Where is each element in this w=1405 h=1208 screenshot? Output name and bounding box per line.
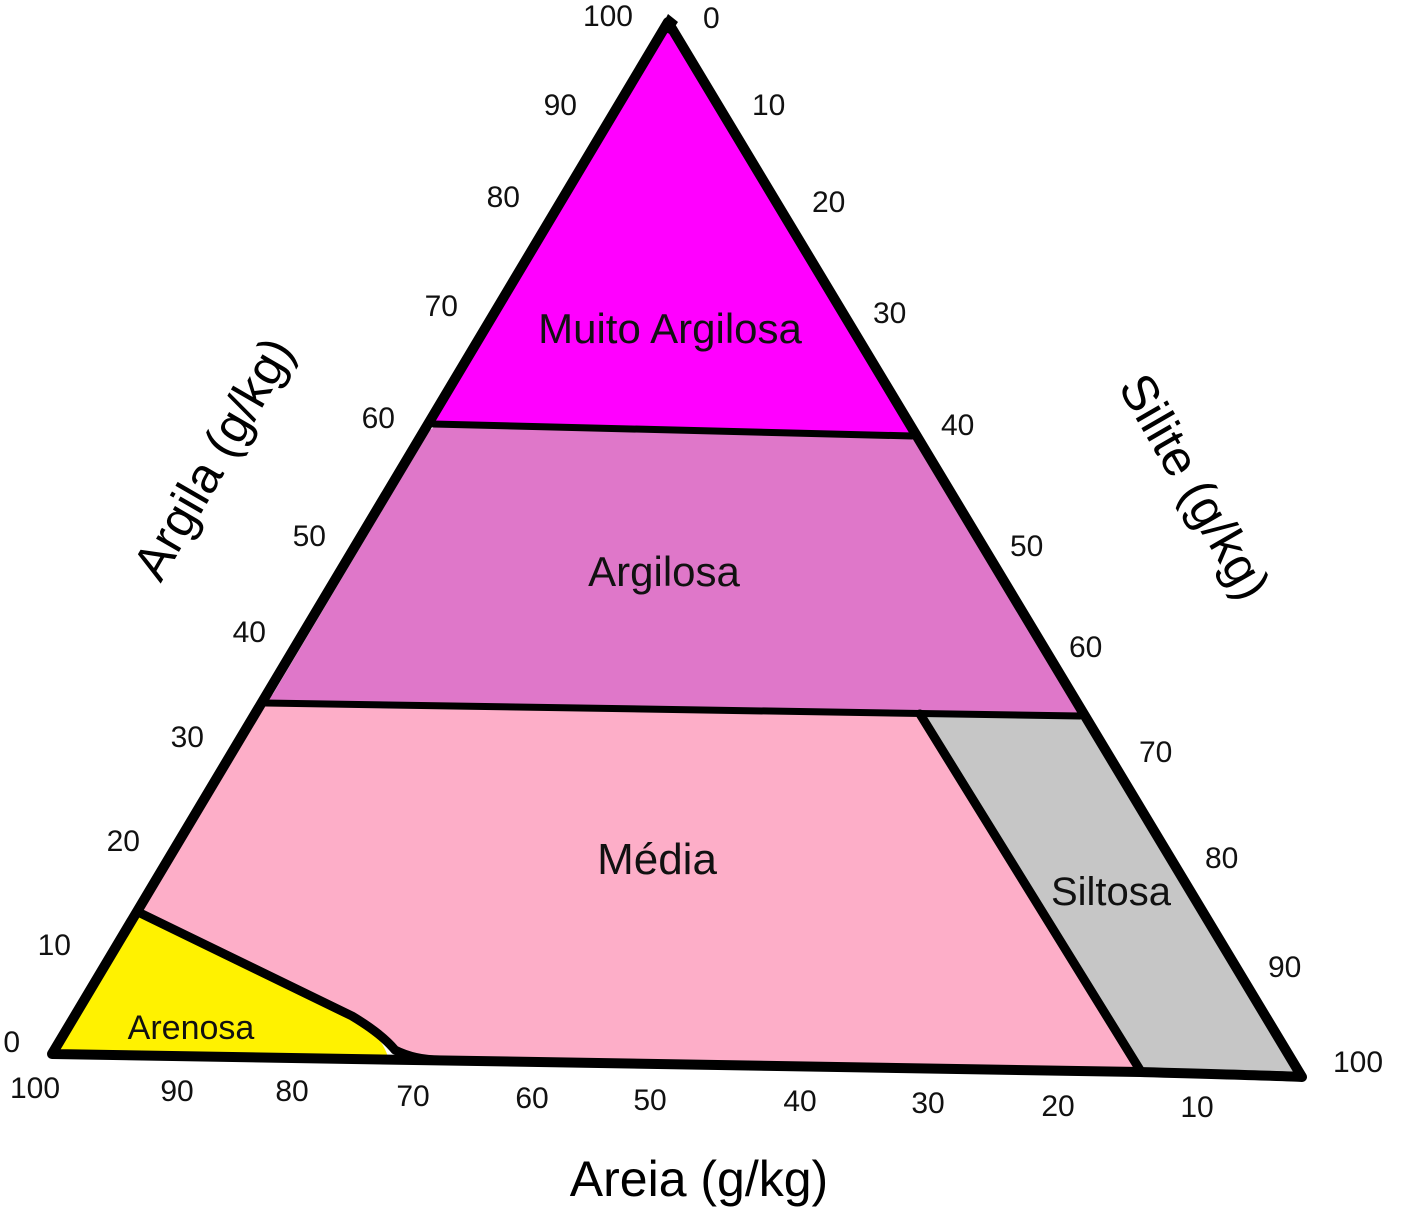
- boundary-media-siltosa: [915, 709, 1145, 1075]
- label-muito-argilosa: Muito Argilosa: [538, 305, 802, 352]
- clay-tick: 20: [107, 825, 140, 858]
- silt-tick: 20: [812, 186, 845, 219]
- sand-tick: 60: [515, 1082, 548, 1115]
- label-siltosa: Siltosa: [1051, 870, 1172, 914]
- triangle-outline: [47, 17, 1307, 1082]
- clay-axis-ticks: 0 10 20 30 40 50 60 70 80 90 100: [3, 0, 633, 1059]
- clay-tick: 100: [583, 0, 633, 33]
- clay-tick: 10: [38, 929, 71, 962]
- clay-tick: 70: [425, 290, 458, 323]
- silt-tick: 50: [1010, 530, 1043, 563]
- clay-tick: 90: [544, 89, 577, 122]
- label-arenosa: Arenosa: [128, 1009, 255, 1047]
- label-media: Média: [597, 835, 717, 884]
- silt-tick: 70: [1139, 736, 1172, 769]
- sand-tick: 50: [633, 1084, 666, 1117]
- silt-tick: 90: [1268, 951, 1301, 984]
- triangle-apex: [660, 14, 678, 34]
- silt-tick: 30: [873, 297, 906, 330]
- sand-tick: 90: [160, 1075, 193, 1108]
- sand-tick: 40: [783, 1085, 816, 1118]
- sand-axis-ticks: 100 90 80 70 60 50 40 30 20 10: [10, 1072, 1214, 1124]
- boundary-argilosa-media: [261, 699, 1084, 720]
- clay-tick: 40: [233, 616, 266, 649]
- region-siltosa: [920, 714, 1300, 1076]
- region-argilosa: [265, 424, 1080, 716]
- silt-axis-ticks: 0 10 20 30 40 50 60 70 80 90 100: [703, 2, 1383, 1079]
- silt-tick: 60: [1069, 631, 1102, 664]
- label-argilosa: Argilosa: [588, 548, 740, 595]
- clay-tick: 0: [3, 1026, 20, 1059]
- sand-tick: 10: [1180, 1091, 1213, 1124]
- sand-tick: 70: [396, 1080, 429, 1113]
- sand-tick: 100: [10, 1072, 60, 1105]
- region-arenosa: [52, 912, 388, 1057]
- clay-tick: 60: [362, 402, 395, 435]
- sand-axis-title: Areia (g/kg): [570, 1151, 828, 1207]
- clay-tick: 50: [293, 520, 326, 553]
- sand-tick: 30: [911, 1087, 944, 1120]
- sand-tick: 20: [1041, 1090, 1074, 1123]
- silt-tick: 100: [1333, 1046, 1383, 1079]
- sand-tick: 80: [275, 1075, 308, 1108]
- silt-tick: 80: [1205, 842, 1238, 875]
- silt-tick: 40: [941, 409, 974, 442]
- silt-tick: 10: [752, 89, 785, 122]
- clay-tick: 80: [487, 181, 520, 214]
- region-muito-argilosa: [433, 24, 912, 436]
- region-media: [138, 703, 1140, 1070]
- clay-tick: 30: [171, 721, 204, 754]
- silt-tick: 0: [703, 2, 720, 35]
- boundary-muito-argilosa-argilosa: [429, 420, 916, 440]
